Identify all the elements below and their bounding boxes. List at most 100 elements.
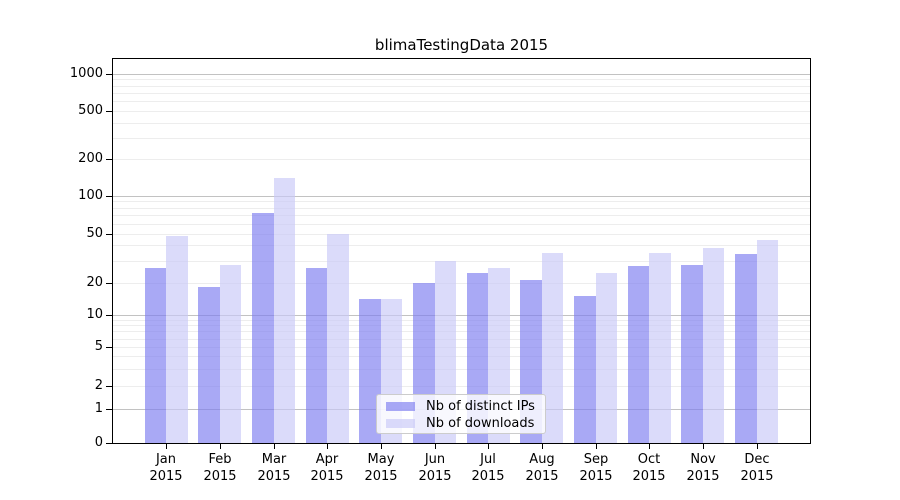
bar-downloads-apr: [327, 233, 349, 443]
chart-title: blimaTestingData 2015: [374, 36, 549, 54]
legend-entry: Nb of downloads: [386, 415, 535, 432]
y-tick-mark: [106, 315, 113, 316]
minor-gridline: [113, 79, 810, 80]
minor-gridline: [113, 320, 810, 321]
x-tick-mark: [703, 444, 704, 449]
minor-gridline: [113, 356, 810, 357]
x-tick-label: Oct 2015: [632, 452, 666, 484]
legend-swatch-downloads-icon: [386, 419, 415, 428]
bar-downloads-aug: [541, 252, 564, 443]
bar-downloads-jan: [166, 235, 188, 443]
minor-gridline: [113, 386, 810, 387]
x-tick-label: Jun 2015: [418, 452, 452, 484]
minor-gridline: [113, 369, 810, 370]
bar-downloads-nov: [702, 248, 725, 443]
minor-gridline: [113, 215, 810, 216]
y-tick-mark: [106, 74, 113, 75]
minor-gridline: [113, 111, 810, 112]
x-tick-mark: [649, 444, 650, 449]
y-tick-mark: [106, 386, 113, 387]
bar-downloads-oct: [649, 252, 671, 443]
minor-gridline: [113, 208, 810, 209]
legend-entry: Nb of distinct IPs: [386, 398, 535, 415]
x-tick-label: Feb 2015: [203, 452, 237, 484]
bar-distinct-ips-feb: [198, 287, 220, 443]
x-tick-mark: [166, 444, 167, 449]
y-tick-label: 5: [94, 339, 103, 354]
x-tick-mark: [274, 444, 275, 449]
y-tick-label: 1: [94, 401, 103, 416]
x-tick-mark: [220, 444, 221, 449]
bar-distinct-ips-nov: [681, 264, 703, 443]
major-gridline: [113, 315, 810, 316]
y-tick-mark: [106, 196, 113, 197]
y-tick-label: 0: [94, 435, 103, 450]
minor-gridline: [113, 331, 810, 332]
x-tick-label: May 2015: [364, 452, 398, 484]
minor-gridline: [113, 283, 810, 284]
bar-distinct-ips-jan: [144, 268, 167, 443]
x-tick-mark: [542, 444, 543, 449]
y-tick-label: 2: [94, 378, 103, 393]
y-tick-mark: [106, 409, 113, 410]
bar-distinct-ips-oct: [627, 266, 650, 443]
x-tick-label: Mar 2015: [257, 452, 291, 484]
x-tick-mark: [596, 444, 597, 449]
plot-area: Nb of distinct IPs Nb of downloads: [112, 58, 811, 444]
legend-label-downloads: Nb of downloads: [426, 416, 535, 431]
x-tick-label: Jan 2015: [149, 452, 183, 484]
y-tick-mark: [106, 234, 113, 235]
minor-gridline: [113, 325, 810, 326]
y-tick-label: 200: [78, 151, 103, 166]
x-tick-label: Dec 2015: [740, 452, 774, 484]
legend-swatch-distinct-ips-icon: [386, 402, 415, 411]
minor-gridline: [113, 93, 810, 94]
y-tick-mark: [106, 159, 113, 160]
minor-gridline: [113, 101, 810, 102]
y-tick-label: 20: [86, 275, 103, 290]
legend: Nb of distinct IPs Nb of downloads: [376, 394, 546, 434]
minor-gridline: [113, 245, 810, 246]
minor-gridline: [113, 339, 810, 340]
bar-distinct-ips-may: [359, 299, 381, 443]
minor-gridline: [113, 234, 810, 235]
y-tick-label: 500: [78, 103, 103, 118]
minor-gridline: [113, 86, 810, 87]
x-tick-label: Apr 2015: [310, 452, 344, 484]
legend-label-distinct-ips: Nb of distinct IPs: [426, 399, 535, 414]
x-tick-label: Nov 2015: [686, 452, 720, 484]
x-tick-mark: [435, 444, 436, 449]
bar-downloads-sep: [595, 272, 618, 443]
y-tick-mark: [106, 347, 113, 348]
y-tick-mark: [106, 111, 113, 112]
major-gridline: [113, 74, 810, 75]
minor-gridline: [113, 224, 810, 225]
minor-gridline: [113, 138, 810, 139]
y-tick-label: 10: [86, 307, 103, 322]
minor-gridline: [113, 201, 810, 202]
bar-distinct-ips-sep: [574, 295, 596, 443]
minor-gridline: [113, 347, 810, 348]
y-tick-mark: [106, 443, 113, 444]
bar-distinct-ips-apr: [305, 268, 328, 443]
y-tick-label: 50: [86, 226, 103, 241]
x-tick-label: Jul 2015: [471, 452, 505, 484]
bar-distinct-ips-dec: [735, 254, 757, 443]
x-tick-mark: [757, 444, 758, 449]
x-tick-mark: [488, 444, 489, 449]
x-tick-mark: [327, 444, 328, 449]
x-tick-label: Aug 2015: [525, 452, 559, 484]
bar-distinct-ips-mar: [252, 212, 274, 443]
bar-downloads-dec: [756, 240, 779, 443]
x-tick-mark: [381, 444, 382, 449]
grid-layer: [113, 59, 810, 443]
y-tick-mark: [106, 283, 113, 284]
bars-layer: [113, 59, 810, 443]
major-gridline: [113, 196, 810, 197]
minor-gridline: [113, 159, 810, 160]
x-tick-label: Sep 2015: [579, 452, 613, 484]
y-tick-label: 1000: [69, 66, 103, 81]
bar-downloads-mar: [273, 177, 296, 443]
minor-gridline: [113, 123, 810, 124]
